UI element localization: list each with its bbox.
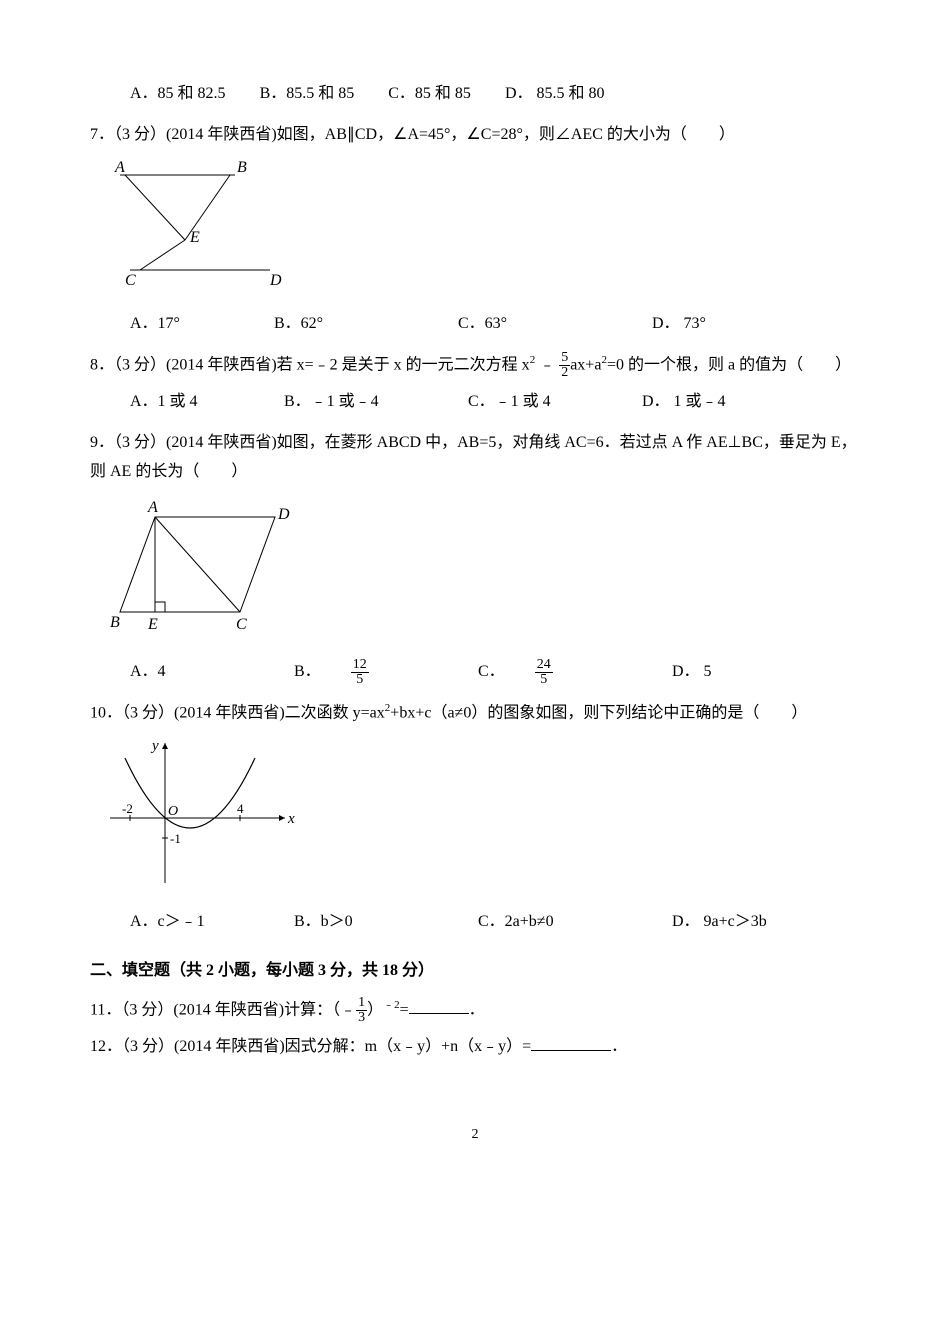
q10-options: A．c＞﹣1 B．b＞0 C．2a+b≠0 D． 9a+c＞3b: [90, 908, 860, 937]
q7-label-E: E: [189, 229, 200, 246]
q7-opt-c: C．63°: [458, 310, 618, 339]
q9-label-A: A: [147, 499, 158, 516]
q7-opt-a: A．17°: [130, 310, 240, 339]
q9-opt-c: C．: [478, 658, 505, 687]
q9-figure: A D B E C: [110, 497, 860, 648]
q9-options: A．4 B． 125 C． 245 D． 5: [90, 658, 860, 687]
q10-opt-d: D． 9a+c＞3b: [672, 908, 767, 937]
q9-label-B: B: [110, 614, 120, 631]
q8-stem: 8．（3 分）(2014 年陕西省)若 x=﹣2 是关于 x 的一元二次方程 x…: [90, 351, 860, 380]
q11-text-1: 11．（3 分）(2014 年陕西省)计算：（﹣: [90, 1001, 356, 1018]
q7-label-B: B: [237, 160, 247, 176]
q6-opt-d: D． 85.5 和 80: [505, 80, 605, 109]
q10-x-label: x: [287, 811, 295, 827]
q7-opt-d: D． 73°: [652, 310, 706, 339]
q9-label-E: E: [147, 616, 158, 633]
q10-y-label: y: [150, 738, 159, 754]
q8-text-4: =0 的一个根，则 a 的值为（ ）: [607, 357, 851, 374]
q9-opt-c-wrap: C． 245: [478, 658, 638, 687]
q11-blank: [409, 998, 469, 1014]
q8-fraction: 52: [559, 351, 570, 380]
q7-figure: A B E C D: [110, 160, 860, 301]
q10-figure: x y -2 4 -1 O: [110, 738, 860, 899]
q10-svg: x y -2 4 -1 O: [110, 738, 300, 888]
q9-opt-d: D． 5: [672, 658, 712, 687]
q8-opt-a: A．1 或 4: [130, 388, 250, 417]
q8-opt-b: B．﹣1 或﹣4: [284, 388, 434, 417]
q7-label-A: A: [114, 160, 125, 176]
q9-frac-c: 245: [535, 658, 583, 687]
page-number: 2: [90, 1122, 860, 1147]
q12-blank: [531, 1035, 611, 1051]
q12-text-2: ．: [611, 1038, 627, 1055]
q8-text-1: 8．（3 分）(2014 年陕西省)若 x=﹣2 是关于 x 的一元二次方程 x: [90, 357, 530, 374]
q11-text-2: ）: [367, 1001, 383, 1018]
q11-fraction: 13: [356, 996, 367, 1025]
q12-text-1: 12．（3 分）(2014 年陕西省)因式分解：m（x﹣y）+n（x﹣y）=: [90, 1038, 531, 1055]
q9-frac-b: 125: [351, 658, 399, 687]
q8-text-2: ﹣: [539, 357, 555, 374]
q10-four: 4: [237, 801, 244, 816]
q8-options: A．1 或 4 B．﹣1 或﹣4 C．﹣1 或 4 D． 1 或﹣4: [90, 388, 860, 417]
q10-neg2: -2: [122, 801, 133, 816]
q10-text-2: +bx+c（a≠0）的图象如图，则下列结论中正确的是（ ）: [390, 704, 807, 721]
q9-svg: A D B E C: [110, 497, 300, 637]
q8-opt-d: D． 1 或﹣4: [642, 388, 726, 417]
q10-stem: 10．（3 分）(2014 年陕西省)二次函数 y=ax2+bx+c（a≠0）的…: [90, 699, 860, 728]
q6-opt-a: A．85 和 82.5: [130, 80, 226, 109]
q6-opt-c: C．85 和 85: [388, 80, 471, 109]
q11-text-4: ．: [469, 1001, 485, 1018]
q11-sup: ﹣2: [383, 999, 400, 1011]
q9-stem: 9．（3 分）(2014 年陕西省)如图，在菱形 ABCD 中，AB=5，对角线…: [90, 429, 860, 487]
q9-opt-a: A．4: [130, 658, 260, 687]
q10-neg1: -1: [170, 831, 181, 846]
q11-stem: 11．（3 分）(2014 年陕西省)计算：（﹣13）﹣2= ．: [90, 996, 860, 1025]
q10-opt-c: C．2a+b≠0: [478, 908, 638, 937]
q7-svg: A B E C D: [110, 160, 300, 290]
q7-label-D: D: [269, 272, 282, 289]
q7-label-C: C: [125, 272, 136, 289]
q8-text-3: ax+a: [570, 357, 601, 374]
q8-opt-c: C．﹣1 或 4: [468, 388, 608, 417]
q9-label-D: D: [277, 506, 290, 523]
q10-opt-b: B．b＞0: [294, 908, 444, 937]
q6-options: A．85 和 82.5 B．85.5 和 85 C．85 和 85 D． 85.…: [90, 80, 860, 109]
q10-text-1: 10．（3 分）(2014 年陕西省)二次函数 y=ax: [90, 704, 385, 721]
q9-opt-b: B．: [294, 658, 321, 687]
q7-opt-b: B．62°: [274, 310, 424, 339]
q10-O: O: [168, 804, 178, 819]
q11-text-3: =: [400, 1001, 409, 1018]
section2-title: 二、填空题（共 2 小题，每小题 3 分，共 18 分）: [90, 957, 860, 986]
q6-opt-b: B．85.5 和 85: [260, 80, 355, 109]
q9-label-C: C: [236, 616, 247, 633]
q10-opt-a: A．c＞﹣1: [130, 908, 260, 937]
q12-stem: 12．（3 分）(2014 年陕西省)因式分解：m（x﹣y）+n（x﹣y）= ．: [90, 1033, 860, 1062]
q7-stem: 7．（3 分）(2014 年陕西省)如图，AB∥CD，∠A=45°，∠C=28°…: [90, 121, 860, 150]
q7-options: A．17° B．62° C．63° D． 73°: [90, 310, 860, 339]
q9-opt-b-wrap: B． 125: [294, 658, 444, 687]
